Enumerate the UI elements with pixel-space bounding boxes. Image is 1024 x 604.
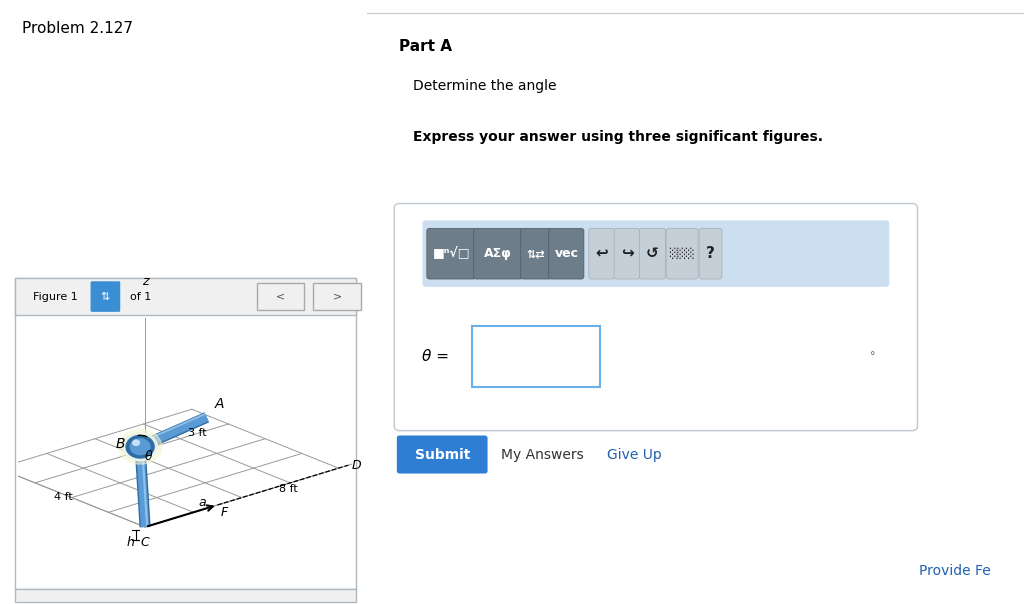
Text: θ =: θ = (423, 349, 450, 364)
Text: z: z (142, 275, 148, 288)
Text: F: F (221, 506, 228, 519)
FancyBboxPatch shape (397, 435, 487, 474)
Text: θ: θ (144, 449, 153, 463)
FancyBboxPatch shape (549, 228, 584, 279)
Text: A: A (215, 397, 224, 411)
Text: of 1: of 1 (130, 292, 152, 301)
Text: Determine the angle: Determine the angle (413, 79, 560, 92)
FancyBboxPatch shape (14, 278, 355, 589)
Text: 3 ft: 3 ft (188, 428, 207, 439)
Text: h: h (126, 536, 134, 550)
FancyBboxPatch shape (423, 220, 889, 287)
Circle shape (133, 440, 139, 445)
Circle shape (123, 433, 158, 461)
FancyBboxPatch shape (257, 283, 304, 310)
Text: ░░░: ░░░ (670, 248, 695, 259)
FancyBboxPatch shape (90, 281, 120, 312)
Text: D: D (351, 458, 361, 472)
Text: Give Up: Give Up (606, 448, 662, 461)
Text: My Answers: My Answers (502, 448, 584, 461)
FancyBboxPatch shape (520, 228, 551, 279)
Text: a: a (198, 496, 206, 509)
Text: Provide Fe: Provide Fe (920, 564, 991, 578)
Text: 4 ft: 4 ft (53, 492, 73, 501)
Text: y: y (397, 443, 406, 455)
FancyBboxPatch shape (666, 228, 698, 279)
FancyBboxPatch shape (472, 326, 600, 387)
Text: Problem 2.127: Problem 2.127 (22, 21, 133, 36)
Text: °: ° (870, 352, 876, 361)
Text: ⇅⇄: ⇅⇄ (526, 249, 546, 259)
Text: ⇅: ⇅ (100, 292, 111, 301)
Text: C: C (140, 536, 150, 550)
Text: AΣφ: AΣφ (484, 247, 512, 260)
FancyBboxPatch shape (474, 228, 522, 279)
FancyBboxPatch shape (394, 204, 918, 431)
Text: B: B (116, 437, 125, 451)
FancyBboxPatch shape (14, 278, 355, 315)
FancyBboxPatch shape (699, 228, 722, 279)
FancyBboxPatch shape (639, 228, 666, 279)
Text: <: < (275, 292, 285, 301)
FancyBboxPatch shape (427, 228, 476, 279)
Text: Submit: Submit (415, 448, 470, 461)
Text: 8 ft: 8 ft (280, 484, 298, 494)
Text: ↺: ↺ (646, 246, 658, 261)
Circle shape (130, 439, 150, 455)
Text: ↪: ↪ (621, 246, 634, 261)
FancyBboxPatch shape (14, 589, 355, 602)
Text: ■ⁿ√□: ■ⁿ√□ (432, 247, 470, 260)
Text: vec: vec (554, 247, 579, 260)
Text: Express your answer using three significant figures.: Express your answer using three signific… (413, 130, 822, 144)
Text: >: > (333, 292, 342, 301)
FancyBboxPatch shape (614, 228, 640, 279)
Circle shape (119, 429, 162, 464)
Text: Figure 1: Figure 1 (33, 292, 78, 301)
Circle shape (126, 435, 154, 458)
FancyBboxPatch shape (589, 228, 614, 279)
Text: Part A: Part A (399, 39, 453, 54)
Text: ↩: ↩ (595, 246, 608, 261)
FancyBboxPatch shape (313, 283, 361, 310)
Text: ?: ? (707, 246, 715, 261)
